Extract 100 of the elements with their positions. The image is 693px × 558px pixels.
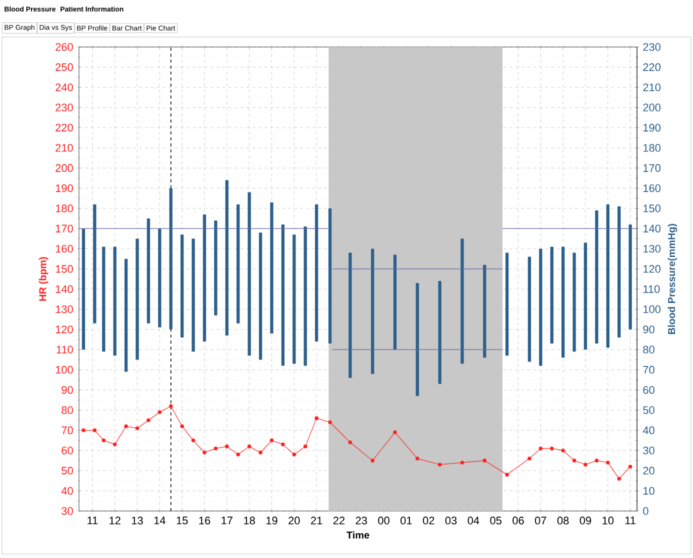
y2-tick-label: 220 [643, 63, 660, 72]
bar [393, 254, 397, 350]
point [528, 456, 532, 460]
point [584, 462, 588, 466]
point [572, 458, 576, 462]
y2-tick-label: 190 [643, 124, 660, 132]
x-tick-label: 11 [88, 516, 98, 524]
bar [169, 188, 172, 330]
x-tick-label: 03 [445, 516, 457, 524]
bar [438, 281, 442, 384]
y-tick-label: 260 [56, 43, 73, 51]
point [102, 438, 106, 442]
bar [124, 258, 128, 372]
y-tick-label: 110 [56, 346, 73, 354]
y-tick-label: 180 [56, 204, 73, 212]
bar [460, 238, 464, 364]
y2-tick-label: 10 [643, 486, 654, 495]
y2-tick-label: 150 [643, 204, 660, 212]
bar [483, 264, 486, 358]
point [438, 462, 442, 466]
bar [528, 256, 532, 362]
x-tick-label: 01 [400, 516, 412, 524]
bar [158, 228, 162, 328]
y-tick-label: 40 [61, 486, 73, 495]
point [348, 440, 352, 444]
point [168, 404, 173, 408]
y2-tick-label: 0 [643, 507, 648, 515]
y2-tick-label: 30 [643, 446, 654, 454]
point [594, 458, 599, 462]
bar [225, 180, 228, 336]
x-tick-label: 06 [512, 516, 524, 524]
y-tick-label: 160 [56, 244, 73, 253]
point [270, 438, 274, 442]
y-tick-label: 130 [56, 305, 73, 314]
x-tick-label: 08 [557, 516, 569, 524]
x-tick-label: 23 [356, 516, 367, 524]
y2-tick-label: 160 [643, 184, 660, 192]
bar [628, 224, 632, 330]
bar [270, 202, 274, 334]
y2-tick-label: 230 [643, 43, 660, 51]
bar [236, 204, 240, 324]
bar [146, 218, 150, 324]
y-tick-label: 210 [56, 144, 73, 152]
bar [348, 252, 352, 378]
point [202, 450, 206, 454]
x-tick-label: 22 [333, 516, 344, 524]
point [258, 450, 262, 454]
y-tick-label: 250 [56, 63, 73, 72]
x-tick-label: 19 [266, 516, 278, 524]
point [370, 458, 374, 462]
y-tick-label: 30 [62, 507, 73, 515]
y-tick-label: 150 [56, 265, 73, 273]
point [112, 442, 117, 446]
x-tick-label: 04 [468, 516, 480, 524]
y2-tick-label: 210 [643, 83, 660, 92]
y-tick-label: 100 [56, 366, 73, 374]
x-tick-label: 11 [625, 516, 636, 524]
bar [606, 204, 610, 348]
bar [304, 226, 307, 366]
y2-tick-label: 110 [643, 285, 660, 293]
point [550, 446, 554, 450]
bar [550, 246, 554, 344]
point [505, 472, 509, 477]
y2-tick-label: 180 [643, 144, 660, 152]
x-tick-label: 15 [176, 516, 188, 524]
point [482, 458, 487, 462]
y2-tick-label: 20 [643, 466, 654, 475]
y-tick-label: 190 [56, 184, 73, 192]
bar [328, 208, 332, 344]
bar [618, 206, 621, 338]
bar [93, 204, 96, 324]
bar [416, 283, 419, 396]
y2-tick-label: 170 [643, 164, 660, 172]
y-tick-label: 80 [62, 406, 73, 414]
y-tick-label: 230 [56, 104, 73, 112]
point [180, 424, 184, 428]
bar [584, 242, 588, 350]
bar [314, 204, 318, 342]
bar [561, 246, 565, 358]
bar [214, 220, 218, 316]
bar [539, 248, 542, 366]
y-axis-title: HR (bpm) [38, 257, 48, 301]
y-tick-label: 220 [56, 124, 73, 132]
point [314, 416, 318, 420]
x-tick-label: 14 [154, 516, 166, 524]
x-tick-label: 10 [602, 516, 614, 524]
y-tick-label: 170 [56, 224, 73, 232]
bar [371, 248, 374, 374]
point [617, 476, 621, 481]
point [146, 418, 150, 422]
y2-tick-label: 100 [643, 305, 660, 314]
y2-tick-label: 40 [642, 426, 654, 434]
y-tick-label: 60 [62, 446, 73, 454]
y2-tick-label: 140 [643, 224, 660, 232]
x-tick-label: 18 [244, 516, 255, 524]
y2-tick-label: 130 [643, 244, 660, 253]
point [158, 410, 162, 414]
point [393, 430, 397, 434]
bar [248, 192, 251, 356]
y2-tick-label: 80 [643, 346, 654, 354]
